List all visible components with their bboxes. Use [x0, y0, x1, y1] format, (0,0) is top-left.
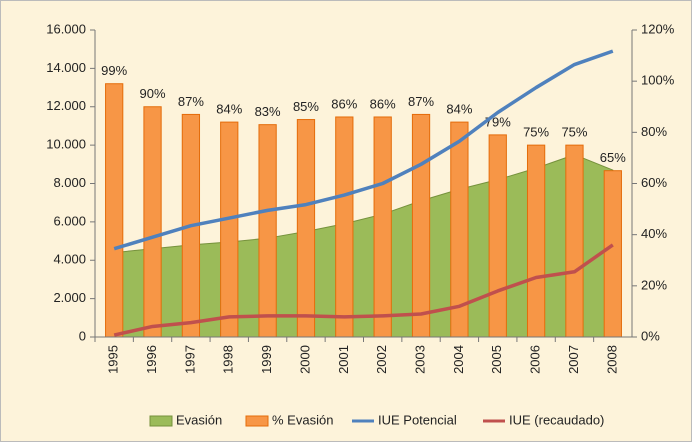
data-label: 85%: [293, 99, 319, 114]
y2-tick-label: 80%: [641, 124, 667, 139]
x-tick-label: 2002: [374, 345, 389, 374]
x-tick-label: 2006: [528, 345, 543, 374]
bar: [488, 134, 507, 338]
y-tick-label: 0: [79, 328, 86, 343]
y-tick-label: 6.000: [53, 213, 86, 228]
x-tick-label: 2008: [604, 345, 619, 374]
legend-label: Evasión: [176, 412, 222, 427]
y2-tick-label: 40%: [641, 226, 667, 241]
data-label: 84%: [446, 102, 472, 117]
bar: [296, 119, 316, 338]
y2-tick-label: 120%: [641, 21, 675, 36]
legend-label: IUE Potencial: [378, 412, 457, 427]
data-label: 83%: [255, 104, 281, 119]
y-tick-label: 14.000: [46, 60, 86, 75]
y2-tick-label: 20%: [641, 277, 667, 292]
bar: [526, 144, 546, 338]
data-label: 99%: [101, 63, 127, 78]
bar: [373, 116, 392, 338]
legend-label: % Evasión: [272, 412, 333, 427]
bar: [143, 106, 162, 338]
y-tick-label: 16.000: [46, 21, 86, 36]
y-tick-label: 12.000: [46, 98, 86, 113]
data-label: 75%: [523, 125, 549, 140]
line: [113, 243, 614, 337]
bar: [105, 83, 124, 338]
bar: [335, 116, 354, 338]
y-tick-label: 10.000: [46, 137, 86, 152]
x-tick-label: 1995: [106, 345, 121, 374]
x-tick-label: 2003: [412, 345, 427, 374]
legend-label: IUE (recaudado): [509, 412, 604, 427]
data-label: 87%: [178, 94, 204, 109]
bar: [258, 124, 277, 338]
bar: [603, 170, 622, 338]
x-tick-label: 1996: [144, 345, 159, 374]
x-tick-label: 2005: [489, 345, 504, 374]
x-tick-label: 1997: [182, 345, 197, 374]
data-label: 75%: [561, 125, 587, 140]
y-tick-label: 4.000: [53, 252, 86, 267]
data-label: 86%: [370, 96, 396, 111]
x-tick-label: 1998: [221, 345, 236, 374]
legend-swatch: [245, 415, 269, 427]
line: [113, 49, 614, 251]
data-label: 86%: [331, 96, 357, 111]
y2-tick-label: 0%: [641, 328, 660, 343]
x-tick-label: 1999: [259, 345, 274, 374]
x-tick-label: 2001: [336, 345, 351, 374]
bar: [411, 113, 431, 338]
y-tick-label: 8.000: [53, 175, 86, 190]
x-tick-label: 2000: [297, 345, 312, 374]
legend-swatch: [149, 415, 173, 427]
x-tick-label: 2004: [451, 345, 466, 374]
data-label: 84%: [216, 102, 242, 117]
data-label: 65%: [600, 150, 626, 165]
y-tick-label: 2.000: [53, 290, 86, 305]
bar: [565, 144, 584, 338]
bar: [220, 121, 239, 338]
data-label: 90%: [140, 86, 166, 101]
data-label: 87%: [408, 94, 434, 109]
y2-tick-label: 60%: [641, 175, 667, 190]
data-label: 79%: [485, 114, 511, 129]
y2-tick-label: 100%: [641, 73, 675, 88]
x-tick-label: 2007: [566, 345, 581, 374]
